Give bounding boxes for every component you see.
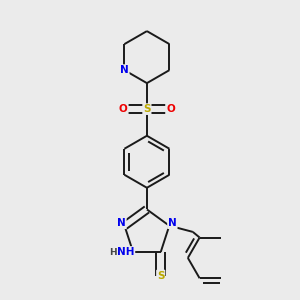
Text: O: O [119, 104, 128, 114]
Text: S: S [157, 271, 164, 281]
Text: S: S [143, 104, 151, 114]
Text: H: H [110, 248, 117, 256]
Text: N: N [168, 218, 177, 228]
Text: N: N [117, 218, 126, 228]
Text: NH: NH [117, 247, 134, 257]
Text: O: O [166, 104, 175, 114]
Text: N: N [120, 65, 129, 75]
